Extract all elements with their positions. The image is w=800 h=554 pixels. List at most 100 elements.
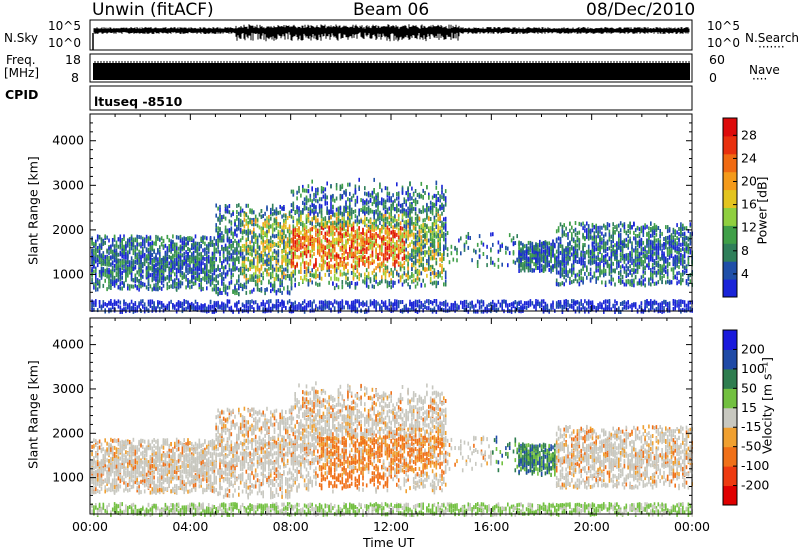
- data-cell: [283, 254, 285, 259]
- data-cell: [104, 273, 106, 278]
- data-cell: [260, 264, 263, 269]
- data-cell: [111, 261, 114, 266]
- data-cell: [354, 214, 357, 219]
- data-cell: [130, 264, 133, 269]
- data-cell: [349, 237, 351, 241]
- data-cell: [185, 264, 187, 269]
- data-cell: [264, 223, 266, 228]
- data-cell: [164, 256, 167, 261]
- data-cell: [243, 304, 246, 309]
- data-cell: [341, 216, 344, 221]
- data-cell: [375, 203, 377, 208]
- data-cell: [183, 261, 185, 266]
- data-cell: [354, 246, 357, 251]
- data-cell: [153, 259, 155, 263]
- data-cell: [377, 252, 379, 257]
- data-cell: [286, 269, 289, 274]
- data-cell: [266, 272, 268, 277]
- data-cell: [298, 189, 300, 194]
- data-cell: [191, 236, 193, 241]
- data-cell: [341, 247, 344, 252]
- data-cell: [288, 232, 291, 237]
- data-cell: [337, 231, 340, 236]
- data-cell: [177, 285, 180, 290]
- data-cell: [333, 286, 336, 291]
- data-cell: [138, 242, 140, 247]
- data-cell: [106, 262, 108, 267]
- data-cell: [271, 207, 274, 211]
- data-cell: [132, 240, 135, 245]
- data-cell: [241, 268, 244, 273]
- data-cell: [375, 303, 377, 308]
- data-cell: [354, 234, 357, 239]
- data-cell: [364, 263, 366, 267]
- data-cell: [339, 246, 342, 251]
- data-cell: [364, 250, 366, 254]
- data-cell: [271, 223, 274, 228]
- data-cell: [221, 275, 223, 280]
- data-cell: [204, 303, 206, 308]
- data-cell: [172, 263, 174, 268]
- data-cell: [247, 237, 249, 241]
- data-cell: [123, 237, 125, 241]
- data-cell: [189, 248, 191, 253]
- data-cell: [343, 234, 345, 239]
- data-cell: [125, 244, 127, 249]
- data-cell: [157, 273, 159, 278]
- data-cell: [362, 236, 364, 241]
- data-cell: [191, 301, 193, 306]
- data-cell: [268, 266, 270, 271]
- data-cell: [243, 224, 246, 229]
- data-cell: [332, 302, 334, 307]
- data-cell: [187, 267, 189, 272]
- data-cell: [181, 276, 184, 280]
- data-cell: [170, 248, 172, 253]
- data-cell: [260, 254, 263, 258]
- data-cell: [128, 262, 131, 267]
- data-cell: [132, 306, 135, 311]
- data-cell: [354, 253, 357, 258]
- data-cell: [219, 291, 221, 295]
- data-cell: [217, 232, 219, 237]
- data-cell: [219, 214, 221, 219]
- data-cell: [341, 272, 344, 277]
- data-cell: [168, 238, 170, 243]
- data-cell: [140, 235, 142, 240]
- data-cell: [153, 241, 155, 246]
- data-cell: [354, 250, 357, 255]
- data-cell: [174, 284, 176, 289]
- data-cell: [140, 244, 142, 249]
- data-cell: [337, 285, 340, 290]
- data-cell: [313, 211, 315, 216]
- data-cell: [117, 275, 120, 280]
- data-cell: [373, 299, 375, 304]
- data-cell: [241, 284, 244, 288]
- data-cell: [95, 278, 97, 283]
- data-cell: [303, 236, 306, 241]
- data-cell: [315, 281, 317, 286]
- data-cell: [270, 210, 272, 215]
- data-cell: [349, 205, 351, 210]
- data-cell: [100, 237, 103, 242]
- data-cell: [271, 240, 274, 244]
- data-cell: [358, 211, 360, 216]
- data-cell: [268, 259, 270, 264]
- data-cell: [191, 305, 193, 310]
- data-cell: [326, 300, 328, 305]
- data-cell: [140, 276, 142, 281]
- data-cell: [256, 235, 259, 240]
- data-cell: [194, 299, 197, 304]
- data-cell: [309, 204, 312, 209]
- data-cell: [100, 266, 103, 271]
- data-cell: [115, 243, 118, 248]
- data-cell: [230, 275, 233, 280]
- data-cell: [337, 277, 340, 282]
- data-cell: [228, 281, 231, 286]
- data-cell: [362, 209, 364, 214]
- data-cell: [134, 238, 137, 243]
- data-cell: [222, 214, 225, 219]
- data-cell: [349, 284, 351, 289]
- data-cell: [251, 259, 253, 264]
- data-cell: [143, 244, 146, 249]
- data-cell: [256, 281, 259, 286]
